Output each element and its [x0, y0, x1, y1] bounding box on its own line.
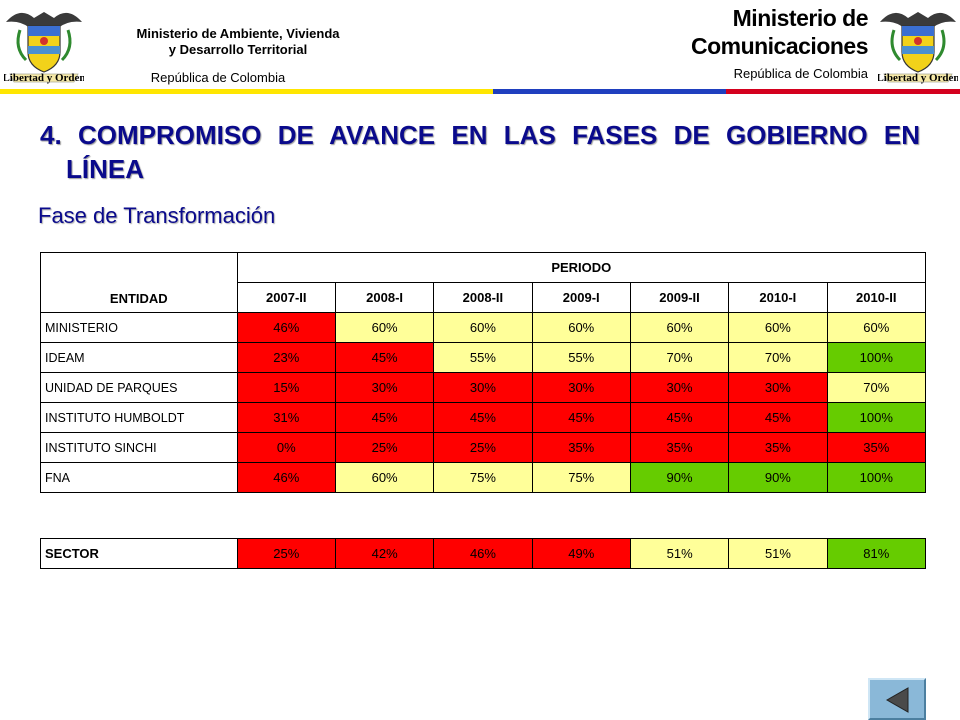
- sector-progress-cell: 51%: [728, 538, 828, 569]
- period-column-header: 2010-II: [826, 282, 927, 313]
- progress-cell: 31%: [236, 402, 336, 433]
- flag-stripe-yellow: [0, 89, 493, 94]
- table-row: FNA 46% 60% 75% 75% 90% 90% 100%: [40, 462, 927, 493]
- back-button[interactable]: [868, 678, 926, 720]
- progress-cell: 45%: [334, 402, 435, 433]
- entity-name: IDEAM: [40, 342, 238, 373]
- progress-cell: 35%: [728, 432, 828, 463]
- progress-cell: 60%: [826, 312, 927, 343]
- progress-cell: 55%: [531, 342, 631, 373]
- progress-cell: 70%: [629, 342, 730, 373]
- sector-progress-cell: 81%: [826, 538, 927, 569]
- table-row: MINISTERIO 46% 60% 60% 60% 60% 60% 60%: [40, 312, 927, 343]
- svg-text:Libertad y Orden: Libertad y Orden: [878, 72, 958, 84]
- sector-name: SECTOR: [40, 538, 238, 569]
- table-row: IDEAM 23% 45% 55% 55% 70% 70% 100%: [40, 342, 927, 373]
- table-row: UNIDAD DE PARQUES 15% 30% 30% 30% 30% 30…: [40, 372, 927, 403]
- flag-stripe-red: [726, 89, 960, 94]
- progress-cell: 45%: [728, 402, 828, 433]
- progress-cell: 55%: [433, 342, 533, 373]
- progress-cell: 45%: [531, 402, 631, 433]
- period-header: PERIODO: [236, 252, 927, 283]
- progress-cell: 0%: [236, 432, 336, 463]
- period-column-header: 2007-II: [236, 282, 336, 313]
- entity-name: MINISTERIO: [40, 312, 238, 343]
- left-ministry-name: Ministerio de Ambiente, Vivienda y Desar…: [136, 26, 340, 57]
- progress-cell: 30%: [531, 372, 631, 403]
- progress-cell: 30%: [629, 372, 730, 403]
- progress-cell: 23%: [236, 342, 336, 373]
- progress-cell: 90%: [728, 462, 828, 493]
- entity-name: UNIDAD DE PARQUES: [40, 372, 238, 403]
- right-ministry-name: Ministerio de Comunicaciones: [690, 5, 869, 59]
- progress-cell: 45%: [433, 402, 533, 433]
- left-country-label: República de Colombia: [150, 70, 286, 85]
- progress-cell: 60%: [433, 312, 533, 343]
- entity-name: FNA: [40, 462, 238, 493]
- svg-text:Libertad y Orden: Libertad y Orden: [4, 72, 84, 84]
- period-column-header: 2009-II: [629, 282, 730, 313]
- entity-name: INSTITUTO SINCHI: [40, 432, 238, 463]
- progress-cell: 46%: [236, 462, 336, 493]
- progress-cell: 60%: [629, 312, 730, 343]
- progress-cell: 45%: [629, 402, 730, 433]
- progress-cell: 70%: [728, 342, 828, 373]
- header: Libertad y Orden Ministerio de Ambiente,…: [0, 0, 960, 92]
- period-column-header: 2008-II: [433, 282, 533, 313]
- slide-title: 4. COMPROMISO DE AVANCE EN LAS FASES DE …: [40, 120, 920, 184]
- progress-cell: 30%: [728, 372, 828, 403]
- progress-cell: 25%: [433, 432, 533, 463]
- progress-cell: 60%: [334, 312, 435, 343]
- progress-table: ENTIDAD PERIODO 2007-II 2008-I 2008-II 2…: [40, 252, 927, 493]
- sector-progress-cell: 46%: [433, 538, 533, 569]
- sector-progress-cell: 42%: [334, 538, 435, 569]
- sector-total-table: SECTOR 25% 42% 46% 49% 51% 51% 81%: [40, 538, 927, 569]
- progress-cell: 35%: [826, 432, 927, 463]
- progress-cell: 25%: [334, 432, 435, 463]
- sector-row: SECTOR 25% 42% 46% 49% 51% 51% 81%: [40, 538, 927, 569]
- slide-subtitle: Fase de Transformación: [38, 203, 276, 228]
- period-column-header: 2009-I: [531, 282, 631, 313]
- progress-cell: 100%: [826, 402, 927, 433]
- progress-cell: 35%: [629, 432, 730, 463]
- entity-name: INSTITUTO HUMBOLDT: [40, 402, 238, 433]
- progress-cell: 90%: [629, 462, 730, 493]
- progress-cell: 35%: [531, 432, 631, 463]
- progress-cell: 60%: [334, 462, 435, 493]
- right-country-label: República de Colombia: [733, 66, 868, 81]
- progress-cell: 75%: [433, 462, 533, 493]
- table-row: INSTITUTO HUMBOLDT 31% 45% 45% 45% 45% 4…: [40, 402, 927, 433]
- sector-progress-cell: 51%: [629, 538, 730, 569]
- coat-of-arms-icon: Libertad y Orden: [878, 12, 958, 84]
- progress-cell: 30%: [433, 372, 533, 403]
- progress-cell: 15%: [236, 372, 336, 403]
- progress-cell: 75%: [531, 462, 631, 493]
- sector-progress-cell: 25%: [236, 538, 336, 569]
- progress-cell: 60%: [531, 312, 631, 343]
- sector-progress-cell: 49%: [531, 538, 631, 569]
- triangle-left-icon: [885, 687, 909, 713]
- period-column-header: 2008-I: [334, 282, 435, 313]
- progress-cell: 100%: [826, 342, 927, 373]
- progress-cell: 60%: [728, 312, 828, 343]
- progress-cell: 46%: [236, 312, 336, 343]
- progress-cell: 45%: [334, 342, 435, 373]
- table-row: INSTITUTO SINCHI 0% 25% 25% 35% 35% 35% …: [40, 432, 927, 463]
- entity-header: ENTIDAD: [40, 252, 238, 313]
- period-column-header: 2010-I: [728, 282, 828, 313]
- progress-cell: 70%: [826, 372, 927, 403]
- progress-cell: 100%: [826, 462, 927, 493]
- progress-cell: 30%: [334, 372, 435, 403]
- flag-stripe-blue: [493, 89, 726, 94]
- coat-of-arms-icon: Libertad y Orden: [4, 12, 84, 84]
